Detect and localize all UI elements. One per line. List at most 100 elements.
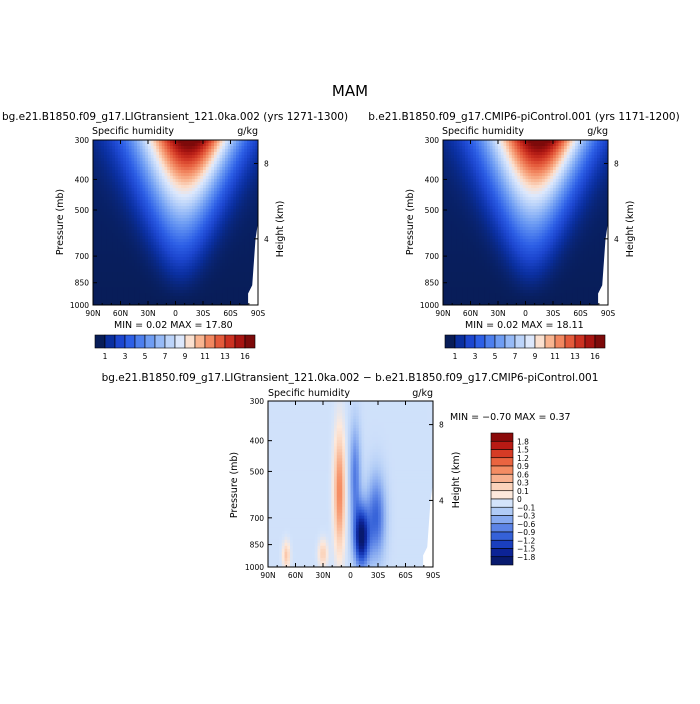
- contour-cell: [165, 263, 168, 266]
- contour-cell: [498, 212, 501, 215]
- contour-cell: [220, 158, 223, 161]
- contour-cell: [121, 206, 124, 209]
- contour-cell: [531, 176, 534, 179]
- contour-cell: [165, 215, 168, 218]
- contour-cell: [143, 158, 146, 161]
- contour-cell: [165, 212, 168, 215]
- contour-cell: [134, 173, 137, 176]
- contour-cell: [531, 140, 534, 143]
- contour-cell: [550, 209, 553, 212]
- contour-cell: [493, 167, 496, 170]
- contour-cell: [520, 158, 523, 161]
- contour-cell: [534, 149, 537, 152]
- contour-cell: [512, 197, 515, 200]
- contour-cell: [154, 149, 157, 152]
- contour-cell: [184, 230, 187, 233]
- contour-cell: [99, 179, 102, 182]
- contour-cell: [104, 275, 107, 278]
- contour-cell: [537, 167, 540, 170]
- contour-cell: [195, 287, 198, 290]
- contour-cell: [454, 212, 457, 215]
- contour-cell: [520, 182, 523, 185]
- contour-cell: [468, 152, 471, 155]
- contour-cell: [473, 215, 476, 218]
- contour-cell: [556, 164, 559, 167]
- contour-cell: [564, 206, 567, 209]
- contour-cell: [250, 230, 253, 233]
- contour-cell: [228, 290, 231, 293]
- contour-cell: [242, 170, 245, 173]
- contour-cell: [242, 176, 245, 179]
- contour-cell: [101, 209, 104, 212]
- contour-cell: [567, 164, 570, 167]
- contour-cell: [104, 245, 107, 248]
- contour-cell: [236, 236, 239, 239]
- contour-cell: [189, 236, 192, 239]
- contour-cell: [231, 281, 234, 284]
- contour-cell: [473, 197, 476, 200]
- contour-cell: [517, 215, 520, 218]
- contour-cell: [156, 287, 159, 290]
- contour-cell: [600, 173, 603, 176]
- contour-cell: [217, 254, 220, 257]
- contour-cell: [581, 173, 584, 176]
- height-tick-label: 4: [264, 235, 269, 244]
- contour-cell: [553, 185, 556, 188]
- contour-cell: [222, 299, 225, 302]
- contour-cell: [110, 149, 113, 152]
- contour-cell: [220, 167, 223, 170]
- contour-cell: [559, 173, 562, 176]
- contour-cell: [159, 197, 162, 200]
- contour-cell: [137, 191, 140, 194]
- contour-cell: [154, 230, 157, 233]
- contour-cell: [559, 194, 562, 197]
- contour-cell: [575, 164, 578, 167]
- contour-cell: [167, 263, 170, 266]
- contour-cell: [137, 203, 140, 206]
- contour-cell: [104, 278, 107, 281]
- contour-cell: [173, 248, 176, 251]
- contour-cell: [151, 254, 154, 257]
- contour-cell: [159, 143, 162, 146]
- contour-cell: [231, 245, 234, 248]
- contour-cell: [134, 176, 137, 179]
- contour-cell: [504, 158, 507, 161]
- contour-cell: [137, 185, 140, 188]
- contour-cell: [173, 155, 176, 158]
- contour-cell: [134, 230, 137, 233]
- contour-cell: [189, 284, 192, 287]
- contour-cell: [209, 224, 212, 227]
- contour-cell: [556, 182, 559, 185]
- contour-cell: [126, 203, 129, 206]
- contour-cell: [110, 182, 113, 185]
- contour-cell: [220, 215, 223, 218]
- contour-cell: [200, 167, 203, 170]
- contour-cell: [457, 176, 460, 179]
- contour-cell: [112, 149, 115, 152]
- contour-cell: [253, 176, 256, 179]
- contour-cell: [550, 173, 553, 176]
- contour-cell: [231, 200, 234, 203]
- contour-cell: [217, 179, 220, 182]
- contour-cell: [184, 176, 187, 179]
- contour-cell: [542, 206, 545, 209]
- contour-cell: [129, 296, 132, 299]
- contour-cell: [170, 260, 173, 263]
- contour-cell: [603, 167, 606, 170]
- contour-cell: [159, 200, 162, 203]
- contour-cell: [151, 167, 154, 170]
- contour-cell: [460, 143, 463, 146]
- contour-cell: [156, 263, 159, 266]
- contour-cell: [589, 206, 592, 209]
- contour-cell: [181, 188, 184, 191]
- contour-cell: [498, 170, 501, 173]
- contour-cell: [121, 248, 124, 251]
- contour-cell: [553, 176, 556, 179]
- x-tick-label: 60S: [223, 309, 238, 318]
- contour-cell: [129, 227, 132, 230]
- contour-cell: [250, 242, 253, 245]
- contour-cell: [449, 155, 452, 158]
- contour-cell: [570, 212, 573, 215]
- contour-cell: [154, 197, 157, 200]
